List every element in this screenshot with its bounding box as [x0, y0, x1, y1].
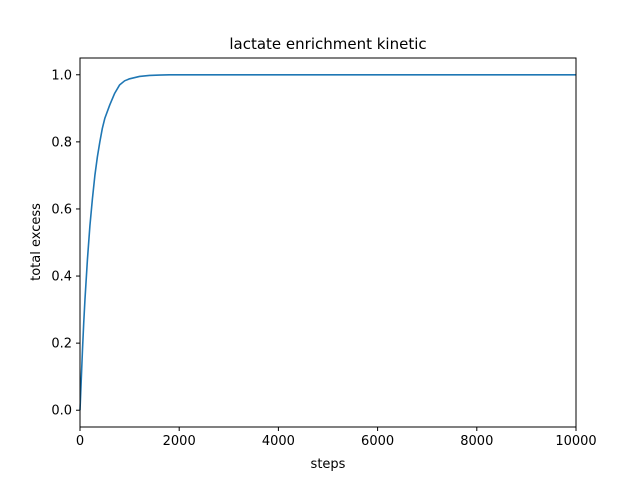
x-tick-label: 2000: [163, 434, 196, 449]
x-tick-label: 6000: [361, 434, 394, 449]
x-axis-label: steps: [311, 457, 346, 472]
x-tick-label: 4000: [262, 434, 295, 449]
y-axis-label: total excess: [29, 203, 44, 281]
x-axis: 0 2000 4000 6000 8000 10000: [76, 427, 597, 449]
series-line-0: [79, 73, 576, 411]
y-axis: 0.0 0.2 0.4 0.6 0.8 1.0: [51, 68, 80, 419]
chart-title: lactate enrichment kinetic: [229, 35, 426, 53]
y-tick-label: 1.0: [51, 68, 72, 83]
series-layer: [79, 73, 576, 411]
y-tick-label: 0.4: [51, 270, 72, 285]
y-tick-label: 0.0: [51, 404, 72, 419]
plot-frame: [79, 57, 577, 428]
y-tick-label: 0.8: [51, 135, 72, 150]
x-tick-label: 8000: [460, 434, 493, 449]
y-tick-label: 0.2: [51, 337, 72, 352]
y-tick-label: 0.6: [51, 202, 72, 217]
x-tick-label: 10000: [555, 434, 596, 449]
x-tick-label: 0: [76, 434, 84, 449]
